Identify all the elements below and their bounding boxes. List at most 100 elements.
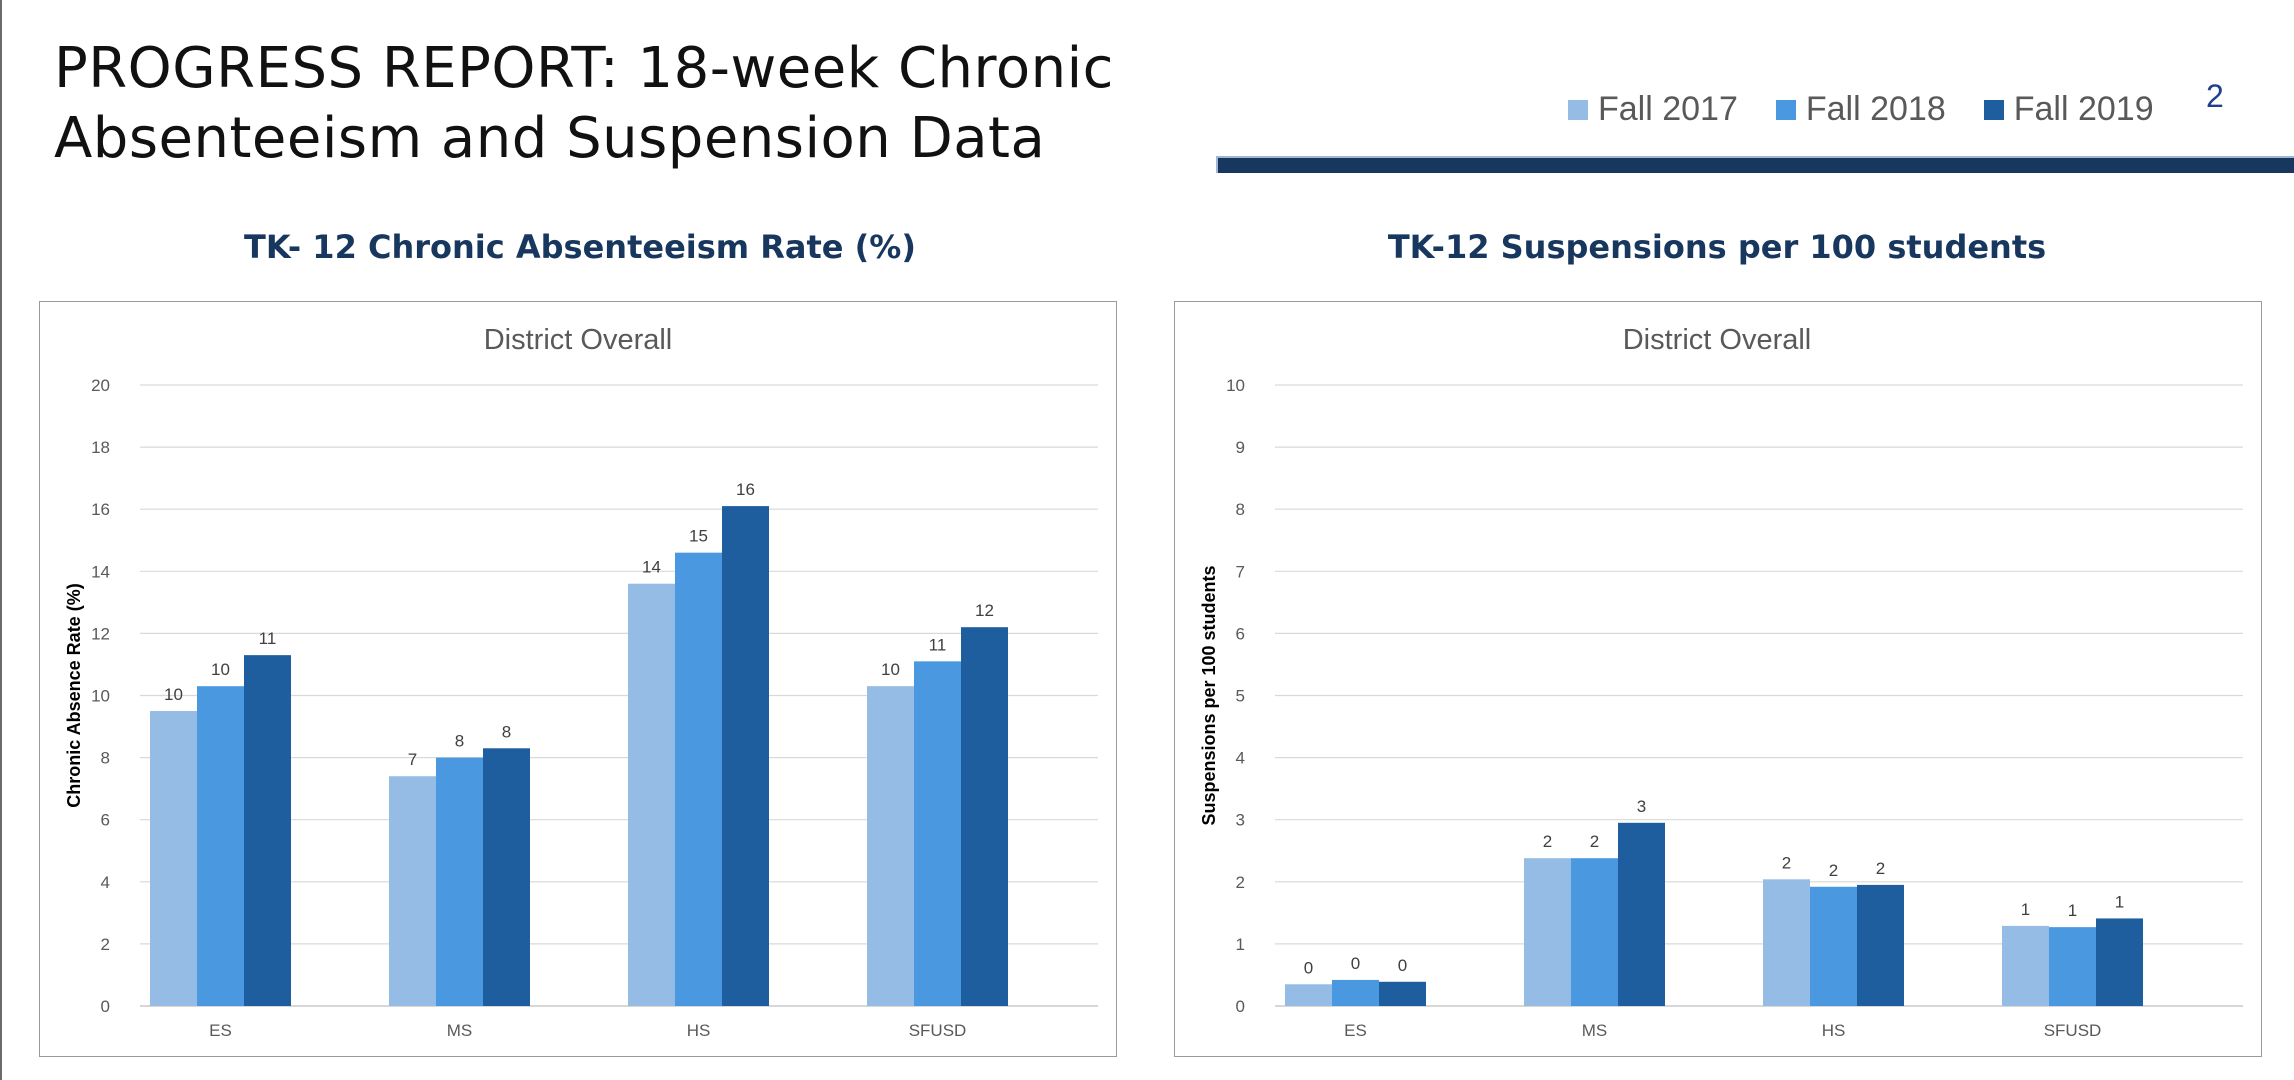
x-tick-label: ES [209, 1021, 232, 1040]
bar-hs-fall-2019 [722, 506, 769, 1006]
y-tick-label: 4 [1236, 749, 1245, 768]
data-label: 15 [689, 527, 708, 546]
data-label: 10 [211, 660, 230, 679]
data-label: 2 [1543, 832, 1552, 851]
data-label: 12 [975, 601, 994, 620]
y-tick-label: 20 [91, 376, 110, 395]
x-tick-label: SFUSD [909, 1021, 967, 1040]
y-tick-label: 5 [1236, 687, 1245, 706]
bar-ms-fall-2019 [1618, 822, 1665, 1006]
y-tick-label: 12 [91, 624, 110, 643]
legend-label: Fall 2017 [1598, 90, 1738, 128]
y-tick-label: 3 [1236, 811, 1245, 830]
x-tick-label: SFUSD [2044, 1021, 2102, 1040]
data-label: 1 [2068, 901, 2077, 920]
legend-item-fall-2017: Fall 2017 [1568, 90, 1738, 129]
x-tick-label: MS [447, 1021, 473, 1040]
bar-es-fall-2017 [1285, 984, 1332, 1006]
y-axis-label: Suspensions per 100 students [1199, 565, 1219, 825]
data-label: 0 [1398, 956, 1407, 975]
legend-swatch-fall-2017 [1568, 99, 1588, 120]
y-tick-label: 8 [1236, 500, 1245, 519]
slide-left-border [0, 0, 2, 1080]
bar-hs-fall-2018 [1810, 886, 1857, 1006]
data-label: 1 [2115, 892, 2124, 911]
data-label: 0 [1304, 958, 1313, 977]
chart-title: District Overall [484, 324, 673, 356]
data-label: 11 [929, 635, 947, 654]
x-tick-label: MS [1582, 1021, 1608, 1040]
data-label: 8 [455, 732, 464, 751]
header-accent-bar [1216, 156, 2294, 173]
data-label: 10 [881, 660, 900, 679]
data-label: 1 [2021, 900, 2030, 919]
x-tick-label: HS [687, 1021, 711, 1040]
absence-chart-svg: District Overall 0 2 4 6 8 10 12 14 16 18 20 Chronic… [64, 324, 1098, 1040]
bar-es-fall-2017 [150, 711, 197, 1006]
y-tick-label: 2 [101, 935, 110, 954]
legend-swatch-fall-2018 [1775, 99, 1796, 120]
bar-sfusd-fall-2017 [867, 686, 914, 1006]
data-label: 2 [1829, 861, 1838, 880]
page-title: PROGRESS REPORT: 18-week Chronic Absente… [54, 36, 1114, 171]
legend-label: Fall 2019 [2013, 90, 2154, 128]
absence-chart-heading: TK- 12 Chronic Absenteeism Rate (%) [244, 228, 916, 266]
data-label: 0 [1351, 954, 1360, 973]
legend: Fall 2017 Fall 2018 Fall 2019 [1568, 90, 2192, 129]
y-tick-label: 16 [91, 500, 110, 519]
legend-item-fall-2018: Fall 2018 [1775, 90, 1946, 129]
data-label: 2 [1876, 859, 1885, 878]
y-axis-label: Chronic Absence Rate (%) [64, 583, 84, 807]
data-label: 11 [259, 629, 277, 648]
chart-title: District Overall [1623, 324, 1812, 356]
data-label: 14 [642, 558, 661, 577]
bar-sfusd-fall-2019 [961, 627, 1008, 1006]
bar-es-fall-2018 [197, 686, 244, 1006]
bar-ms-fall-2018 [436, 757, 483, 1006]
suspension-chart-heading: TK-12 Suspensions per 100 students [1387, 228, 2047, 266]
legend-item-fall-2019: Fall 2019 [1983, 90, 2154, 129]
bar-hs-fall-2018 [675, 552, 722, 1006]
y-tick-label: 6 [101, 811, 110, 830]
bar-ms-fall-2017 [389, 776, 436, 1006]
data-label: 8 [502, 722, 511, 741]
y-tick-label: 2 [1236, 873, 1245, 892]
bar-sfusd-fall-2018 [2049, 927, 2096, 1006]
y-tick-label: 1 [1236, 935, 1245, 954]
bar-hs-fall-2019 [1857, 884, 1904, 1006]
bar-sfusd-fall-2019 [2096, 918, 2143, 1006]
suspension-chart-svg: District Overall012345678910Suspensions … [1199, 324, 2243, 1040]
bar-ms-fall-2018 [1571, 858, 1618, 1006]
bar-es-fall-2019 [244, 655, 291, 1006]
y-tick-label: 6 [1236, 624, 1245, 643]
suspension-chart: District Overall 0 1 2 3 4 5 6 7 8 9 10 Suspensions … [1174, 301, 2262, 1057]
legend-swatch-fall-2019 [1983, 99, 2004, 120]
data-label: 2 [1782, 853, 1791, 872]
bar-sfusd-fall-2018 [914, 661, 961, 1006]
data-label: 10 [164, 685, 183, 704]
legend-label: Fall 2018 [1805, 90, 1946, 128]
bar-ms-fall-2017 [1524, 858, 1571, 1006]
bar-es-fall-2018 [1332, 979, 1379, 1006]
y-tick-label: 18 [91, 438, 110, 457]
y-tick-label: 0 [101, 997, 110, 1016]
y-tick-label: 14 [91, 562, 110, 581]
x-tick-label: HS [1822, 1021, 1846, 1040]
data-label: 16 [736, 480, 755, 499]
page-number: 2 [2206, 78, 2224, 114]
data-label: 7 [408, 750, 417, 769]
bar-es-fall-2019 [1379, 981, 1426, 1006]
data-label: 3 [1637, 797, 1646, 816]
data-label: 2 [1590, 832, 1599, 851]
bar-ms-fall-2019 [483, 748, 530, 1006]
y-tick-label: 7 [1236, 562, 1245, 581]
x-tick-label: ES [1344, 1021, 1367, 1040]
y-tick-label: 4 [101, 873, 110, 892]
y-tick-label: 0 [1236, 997, 1245, 1016]
bar-sfusd-fall-2017 [2002, 925, 2049, 1006]
y-tick-label: 8 [101, 749, 110, 768]
y-tick-label: 10 [1226, 376, 1245, 395]
bar-hs-fall-2017 [1763, 879, 1810, 1006]
absence-chart: District Overall 0 2 4 6 8 10 12 14 16 18 20 Chronic… [39, 301, 1117, 1057]
bar-hs-fall-2017 [628, 583, 675, 1006]
